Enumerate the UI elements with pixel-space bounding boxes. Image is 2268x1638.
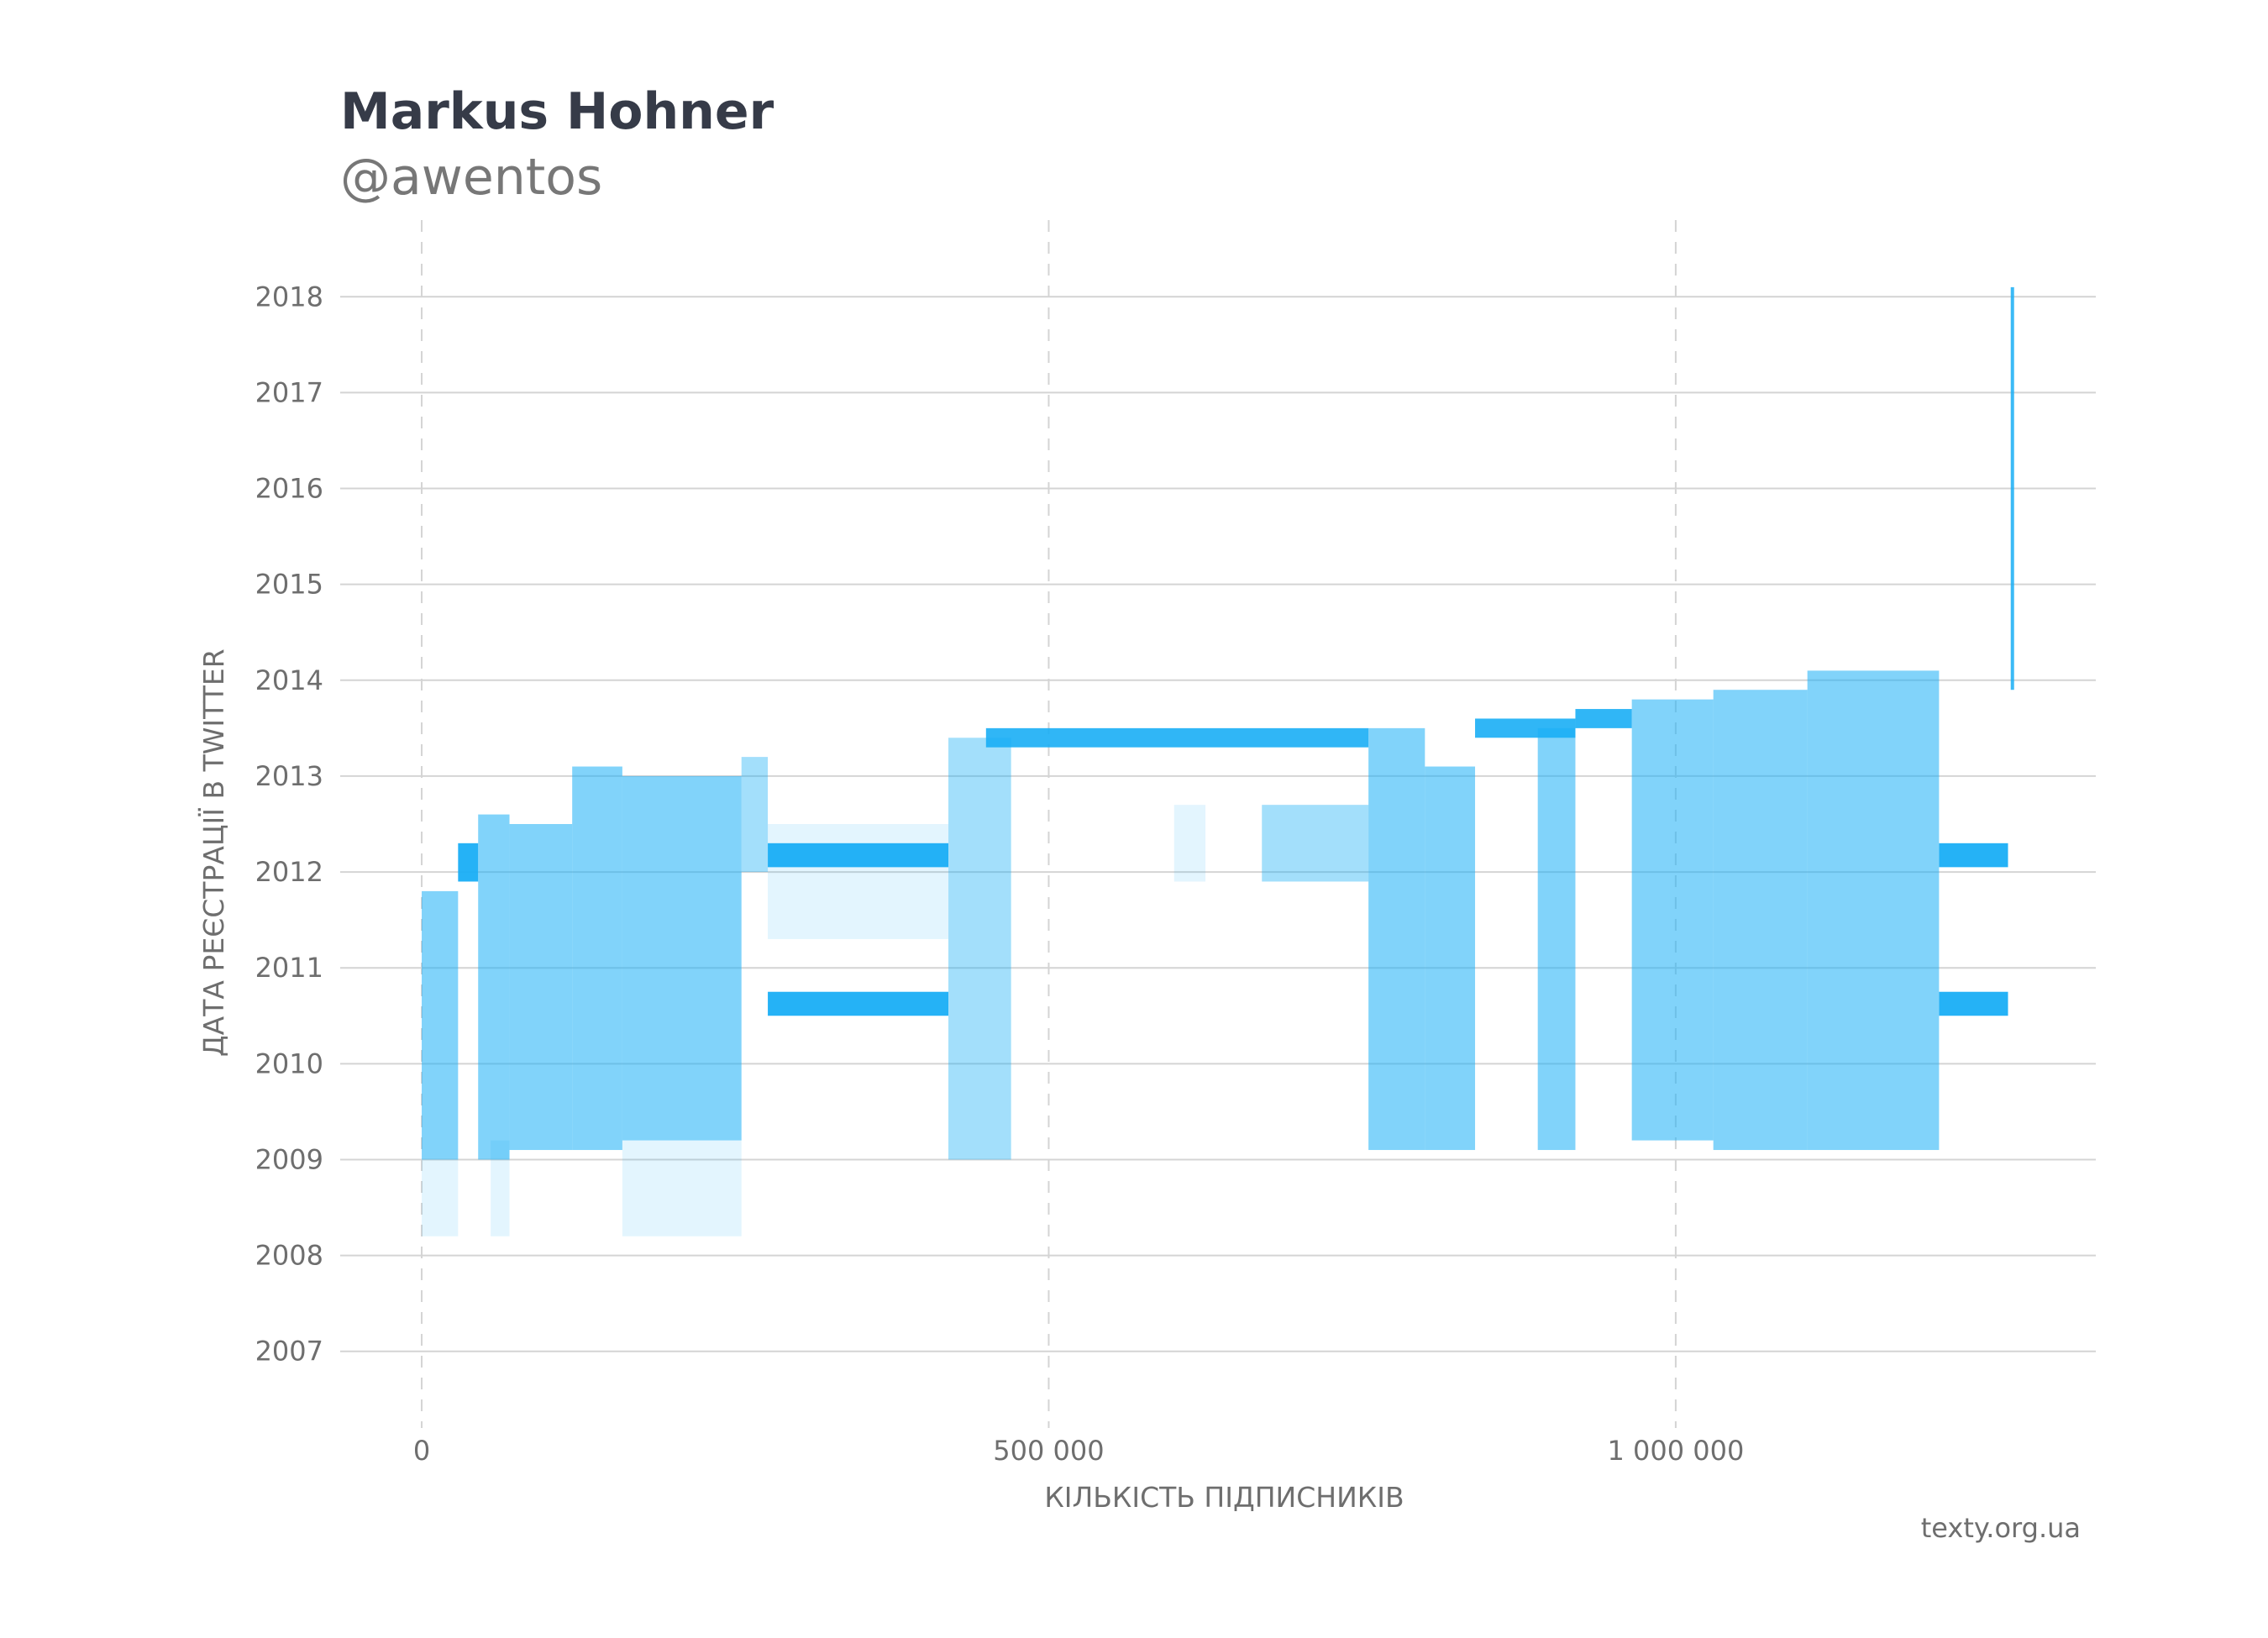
y-tick-labels: 2007 2008 2009 2010 2011 2012 2013 2014 2015 2016… — [255, 281, 323, 1367]
data-point-cluster — [2010, 286, 2014, 690]
data-point-cluster — [768, 991, 949, 1016]
data-points — [422, 286, 2014, 1236]
data-point-cluster — [948, 738, 1011, 1160]
x-tick-label: 0 — [413, 1435, 430, 1467]
data-point-cluster — [1575, 709, 1632, 728]
chart-title: Markus Hohner — [340, 82, 774, 141]
data-point-cluster — [1537, 727, 1576, 1151]
data-point-cluster — [1939, 843, 2008, 868]
data-point-cluster — [572, 766, 622, 1151]
y-tick-label: 2010 — [255, 1047, 323, 1079]
source-credit: texty.org.ua — [1920, 1512, 2081, 1544]
data-point-cluster — [422, 1159, 459, 1236]
y-tick-label: 2008 — [255, 1240, 323, 1272]
data-point-cluster — [1631, 699, 1714, 1141]
data-point-cluster — [622, 775, 742, 1141]
data-point-cluster — [985, 727, 1369, 748]
data-point-cluster — [478, 814, 510, 1160]
y-tick-label: 2012 — [255, 856, 323, 888]
data-point-cluster — [422, 890, 459, 1160]
data-point-cluster — [622, 1140, 742, 1236]
data-point-cluster — [509, 824, 573, 1151]
y-tick-label: 2016 — [255, 473, 323, 505]
data-point-cluster — [768, 843, 949, 868]
data-point-cluster — [768, 824, 949, 939]
data-point-cluster — [1368, 727, 1425, 1151]
chart-subtitle: @awentos — [340, 148, 603, 207]
y-tick-label: 2007 — [255, 1336, 323, 1368]
data-point-cluster — [1939, 991, 2008, 1016]
x-axis-label: КІЛЬКІСТЬ ПІДПИСНИКІВ — [1044, 1481, 1404, 1514]
y-tick-label: 2014 — [255, 664, 323, 696]
y-tick-label: 2017 — [255, 376, 323, 408]
x-tick-labels: 0 500 000 1 000 000 — [413, 1435, 1744, 1467]
x-tick-label: 500 000 — [993, 1435, 1104, 1467]
data-point-cluster — [491, 1140, 510, 1236]
data-point-cluster — [1425, 766, 1476, 1151]
x-tick-label: 1 000 000 — [1607, 1435, 1744, 1467]
y-axis-label: ДАТА РЕЄСТРАЦІЇ В TWITTER — [197, 648, 230, 1057]
y-tick-label: 2015 — [255, 569, 323, 601]
y-tick-label: 2009 — [255, 1143, 323, 1175]
y-tick-label: 2013 — [255, 760, 323, 792]
y-tick-label: 2011 — [255, 952, 323, 984]
data-point-cluster — [1807, 670, 1940, 1151]
data-point-cluster — [458, 843, 479, 882]
vertical-gridlines — [421, 220, 1677, 1428]
data-point-cluster — [741, 757, 769, 873]
data-point-cluster — [1713, 690, 1808, 1151]
data-point-cluster — [1173, 805, 1206, 882]
data-point-cluster — [1262, 805, 1369, 882]
y-tick-label: 2018 — [255, 281, 323, 312]
